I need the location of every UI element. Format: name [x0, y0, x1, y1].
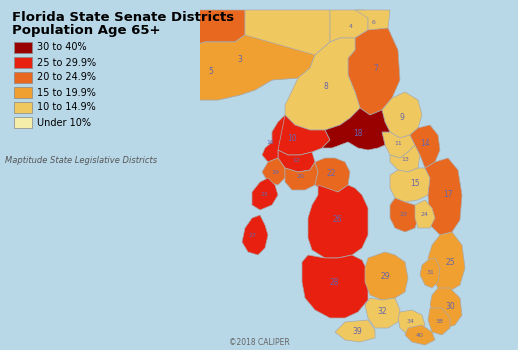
Polygon shape: [252, 178, 278, 210]
Polygon shape: [315, 158, 350, 192]
Polygon shape: [322, 108, 390, 150]
FancyBboxPatch shape: [14, 117, 32, 128]
Text: 10 to 14.9%: 10 to 14.9%: [37, 103, 96, 112]
Polygon shape: [242, 215, 268, 255]
Text: 18: 18: [353, 129, 363, 138]
Polygon shape: [425, 158, 462, 235]
Text: 2: 2: [184, 30, 189, 39]
Text: 7: 7: [373, 64, 378, 73]
Text: 11: 11: [394, 141, 401, 146]
Text: 25 to 29.9%: 25 to 29.9%: [37, 57, 96, 68]
Polygon shape: [428, 308, 450, 335]
Polygon shape: [355, 10, 390, 38]
FancyBboxPatch shape: [14, 42, 32, 53]
Polygon shape: [82, 10, 138, 50]
Polygon shape: [410, 125, 440, 168]
Text: 31: 31: [426, 270, 434, 275]
Polygon shape: [405, 325, 435, 345]
Text: 23: 23: [399, 212, 407, 217]
Text: Maptitude State Legislative Districts: Maptitude State Legislative Districts: [5, 156, 157, 165]
Text: 4: 4: [349, 24, 353, 29]
Text: 9: 9: [400, 112, 405, 121]
Text: 12: 12: [292, 158, 300, 163]
Text: 13: 13: [401, 157, 409, 162]
Polygon shape: [165, 10, 330, 100]
Text: 6: 6: [372, 20, 376, 25]
Text: 24: 24: [420, 212, 428, 217]
FancyBboxPatch shape: [14, 102, 32, 113]
Polygon shape: [390, 145, 420, 172]
Text: 30 to 40%: 30 to 40%: [37, 42, 87, 52]
Polygon shape: [382, 132, 415, 158]
Polygon shape: [365, 252, 408, 300]
Polygon shape: [390, 198, 418, 232]
Polygon shape: [382, 92, 422, 138]
FancyBboxPatch shape: [14, 72, 32, 83]
Polygon shape: [302, 255, 368, 318]
Text: 39: 39: [353, 328, 363, 336]
Text: 16: 16: [266, 140, 274, 145]
Text: 40: 40: [416, 333, 424, 338]
Polygon shape: [308, 185, 368, 258]
Text: 30: 30: [445, 302, 455, 311]
Polygon shape: [285, 38, 360, 130]
Polygon shape: [415, 200, 435, 228]
Polygon shape: [348, 28, 400, 115]
Polygon shape: [330, 10, 368, 42]
Text: 10: 10: [287, 134, 297, 143]
Text: 17: 17: [443, 190, 452, 199]
Text: 34: 34: [407, 319, 414, 324]
Text: 8: 8: [324, 82, 328, 91]
Polygon shape: [130, 10, 245, 55]
Polygon shape: [278, 150, 315, 172]
Text: 20: 20: [297, 174, 305, 180]
Polygon shape: [335, 320, 375, 342]
Text: 38: 38: [435, 319, 443, 324]
Text: 27: 27: [249, 233, 257, 238]
Text: 26: 26: [332, 215, 342, 224]
Text: ©2018 CALIPER: ©2018 CALIPER: [228, 338, 290, 347]
Polygon shape: [262, 115, 285, 162]
Text: Florida State Senate Districts: Florida State Senate Districts: [12, 11, 234, 24]
FancyBboxPatch shape: [14, 57, 32, 68]
Text: 28: 28: [329, 278, 339, 287]
Text: 19: 19: [271, 170, 279, 175]
Text: 25: 25: [445, 258, 455, 267]
Polygon shape: [165, 35, 315, 100]
Polygon shape: [398, 310, 425, 335]
Text: 21: 21: [261, 191, 268, 196]
Text: 1: 1: [109, 27, 113, 36]
Text: Population Age 65+: Population Age 65+: [12, 24, 161, 37]
Text: 20 to 24.9%: 20 to 24.9%: [37, 72, 96, 83]
Polygon shape: [262, 158, 285, 185]
Polygon shape: [430, 288, 462, 328]
Text: 5: 5: [208, 67, 213, 76]
Text: 15 to 19.9%: 15 to 19.9%: [37, 88, 96, 98]
Text: 29: 29: [381, 272, 391, 281]
Text: 32: 32: [378, 307, 387, 316]
Polygon shape: [272, 115, 330, 155]
Text: 15: 15: [410, 178, 420, 188]
Text: 14: 14: [420, 139, 430, 148]
Polygon shape: [420, 258, 440, 288]
FancyBboxPatch shape: [2, 7, 200, 175]
Polygon shape: [365, 298, 400, 328]
Text: 3: 3: [238, 55, 242, 64]
Polygon shape: [285, 162, 318, 190]
Text: 22: 22: [327, 169, 336, 178]
Text: Under 10%: Under 10%: [37, 118, 91, 127]
Polygon shape: [390, 168, 430, 202]
FancyBboxPatch shape: [14, 87, 32, 98]
Polygon shape: [428, 232, 465, 292]
